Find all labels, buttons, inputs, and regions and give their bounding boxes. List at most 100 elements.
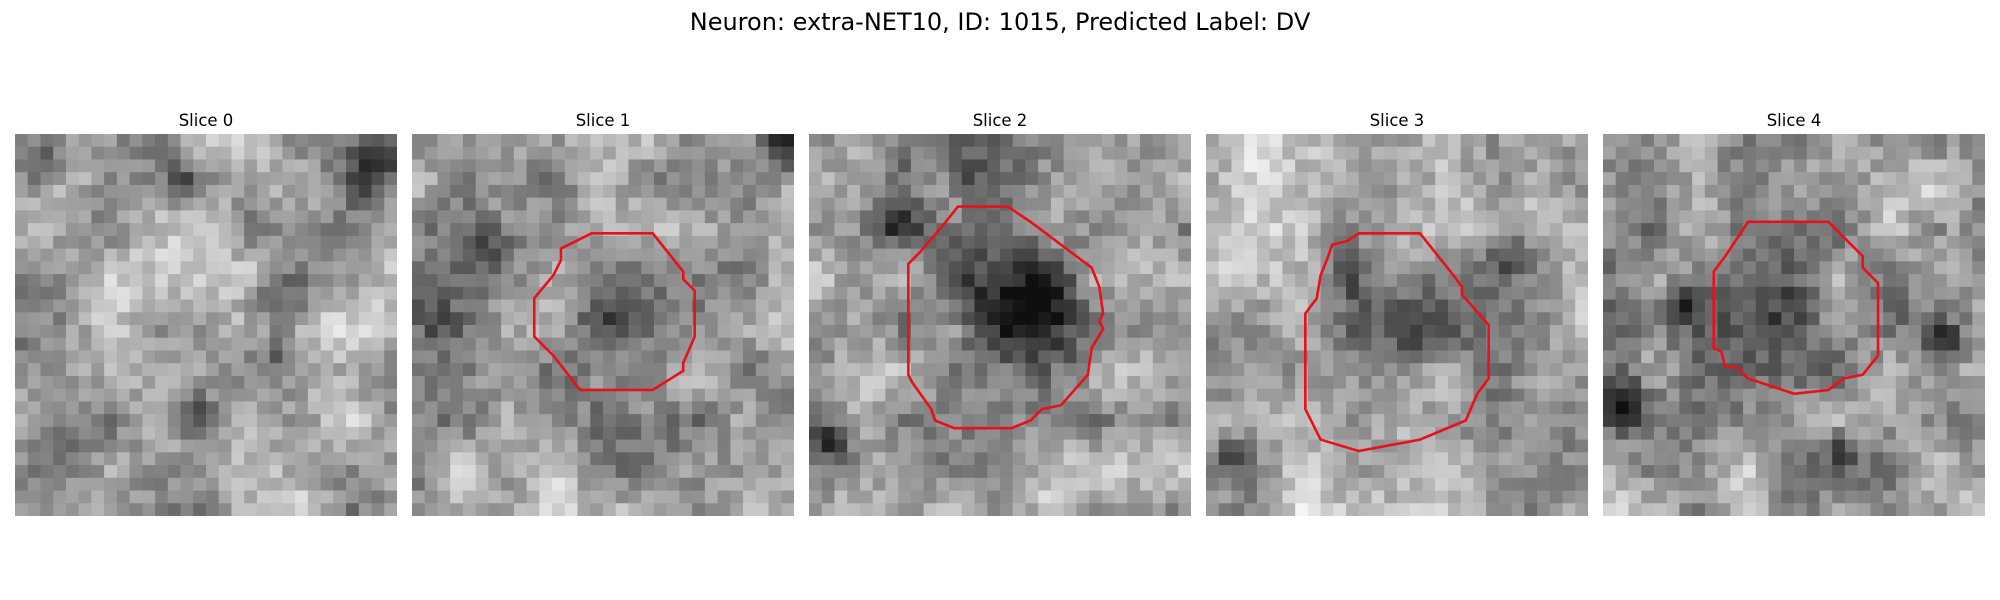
image-pixel [564,337,579,352]
image-pixel [1218,210,1233,224]
image-pixel [936,197,950,211]
image-pixel [27,452,42,466]
image-pixel [730,299,744,313]
image-pixel [1063,350,1077,364]
image-pixel [412,426,426,441]
slice-image [1603,134,1985,516]
image-pixel [1755,439,1770,453]
image-pixel [488,490,502,504]
image-pixel [1256,274,1271,288]
image-pixel [641,146,655,161]
image-pixel [1781,223,1795,237]
image-pixel [590,325,604,339]
image-pixel [1114,337,1128,352]
image-pixel [692,414,706,428]
image-pixel [1447,337,1462,352]
image-pixel [27,350,42,364]
image-pixel [743,274,757,288]
image-pixel [1819,490,1833,504]
image-pixel [1794,159,1808,173]
image-pixel [450,312,464,326]
image-pixel [987,248,1001,262]
image-pixel [910,184,925,199]
image-pixel [65,363,80,377]
image-pixel [1371,146,1385,161]
image-pixel [679,286,693,301]
image-pixel [730,197,744,211]
image-pixel [974,350,988,364]
image-pixel [1231,337,1245,352]
image-pixel [27,337,42,352]
image-pixel [1025,235,1039,250]
image-pixel [1641,248,1655,262]
image-pixel [1717,274,1731,288]
image-pixel [1165,274,1179,288]
image-pixel [910,363,925,377]
image-pixel [872,184,886,199]
image-pixel [1346,452,1360,466]
image-pixel [1908,477,1922,492]
image-pixel [1844,375,1859,390]
image-pixel [155,299,169,313]
image-pixel [666,312,680,326]
image-pixel [1256,452,1271,466]
image-pixel [847,299,861,313]
image-pixel [501,261,515,275]
image-pixel [1295,223,1309,237]
image-pixel [1603,325,1617,339]
image-pixel [1498,414,1513,428]
image-pixel [704,350,719,364]
image-pixel [923,172,937,186]
image-pixel [295,401,309,415]
image-pixel [949,223,963,237]
image-pixel [488,159,502,173]
image-pixel [1063,426,1077,441]
image-pixel [1653,159,1668,173]
image-pixel [717,337,731,352]
image-pixel [526,261,540,275]
image-pixel [129,235,143,250]
image-pixel [412,274,426,288]
image-pixel [552,414,566,428]
image-pixel [898,375,912,390]
image-pixel [1269,299,1283,313]
image-pixel [27,439,42,453]
image-pixel [1178,426,1191,441]
image-pixel [987,134,1001,148]
image-pixel [1692,477,1706,492]
image-pixel [590,426,604,441]
image-pixel [346,325,360,339]
image-pixel [1025,388,1039,402]
image-pixel [371,465,385,479]
image-pixel [1549,210,1564,224]
image-pixel [552,312,566,326]
image-pixel [1473,235,1487,250]
image-pixel [358,172,373,186]
image-pixel [27,426,42,441]
image-pixel [526,477,540,492]
image-pixel [1165,159,1179,173]
image-pixel [526,401,540,415]
image-pixel [923,197,937,211]
image-pixel [1755,286,1770,301]
image-pixel [501,146,515,161]
image-pixel [1307,388,1322,402]
image-pixel [282,490,296,504]
image-pixel [1679,477,1693,492]
image-pixel [513,337,528,352]
image-pixel [1447,146,1462,161]
image-pixel [974,146,988,161]
image-pixel [755,274,770,288]
image-pixel [1025,439,1039,453]
image-pixel [743,477,757,492]
image-pixel [1422,325,1436,339]
image-pixel [859,286,874,301]
image-pixel [859,477,874,492]
image-pixel [1717,375,1731,390]
image-pixel [384,261,397,275]
image-pixel [1076,401,1090,415]
image-pixel [91,134,105,148]
image-pixel [1063,223,1077,237]
image-pixel [1050,248,1065,262]
image-pixel [781,490,794,504]
